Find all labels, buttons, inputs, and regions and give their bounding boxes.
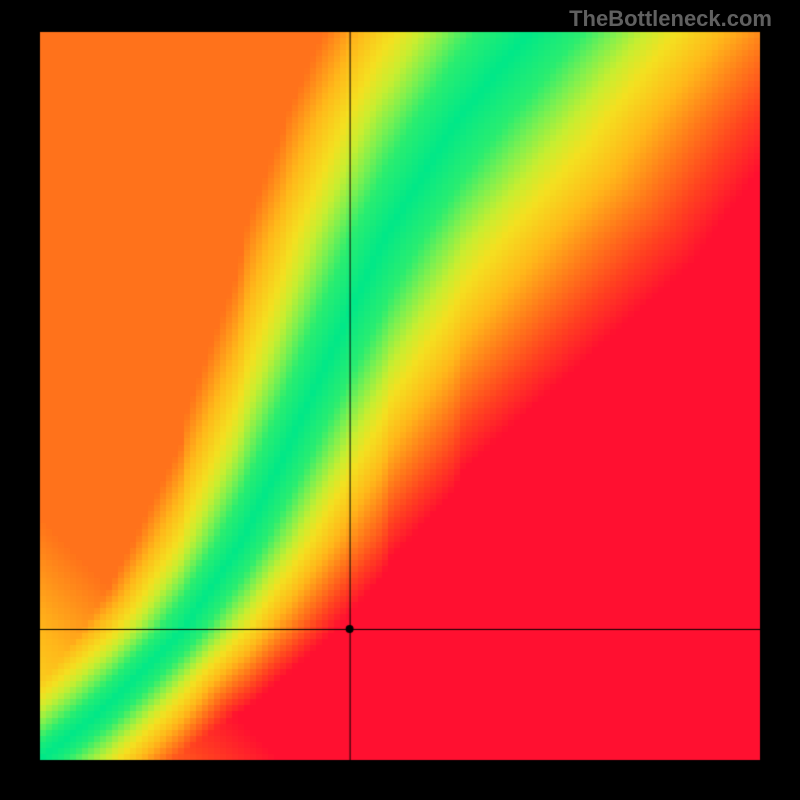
chart-container: TheBottleneck.com bbox=[0, 0, 800, 800]
bottleneck-heatmap-canvas bbox=[0, 0, 800, 800]
watermark-text: TheBottleneck.com bbox=[569, 6, 772, 32]
